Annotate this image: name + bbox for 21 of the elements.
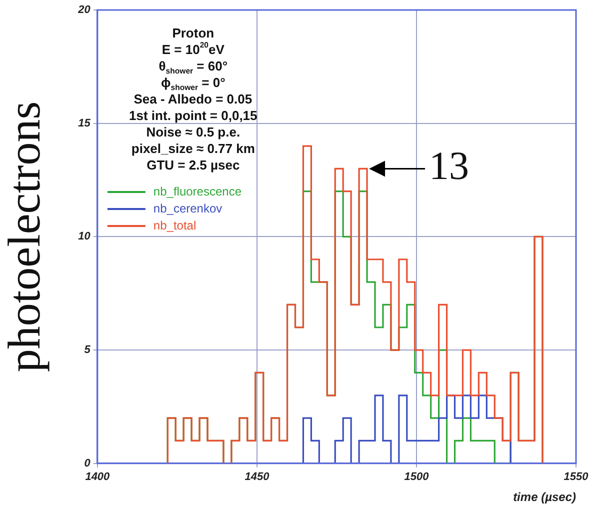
annotation: Proton: [172, 26, 214, 41]
annotation: 1st int. point = 0,0,15: [129, 108, 258, 124]
legend-label: nb_fluorescence: [153, 184, 242, 198]
y-axis-title: photoelectrons: [0, 101, 50, 372]
x-tick-label: 1400: [85, 471, 111, 484]
legend-label: nb_total: [153, 218, 196, 232]
y-tick-label: 20: [77, 4, 92, 16]
annotation: Noise ≈ 0.5 p.e.: [146, 124, 240, 140]
annotation: Sea - Albedo = 0.05: [134, 92, 252, 107]
y-tick-label: 0: [84, 457, 92, 470]
annotation: pixel_size ≈ 0.77 km: [131, 141, 255, 156]
x-tick-label: 1500: [404, 471, 430, 484]
x-tick-label: 1550: [564, 471, 590, 484]
y-tick-label: 5: [84, 344, 92, 356]
x-axis-title: time (µsec): [513, 490, 576, 504]
y-tick-label: 15: [78, 117, 92, 130]
annotation: 13: [429, 143, 470, 188]
x-tick-label: 1450: [244, 471, 270, 484]
legend-label: nb_cerenkov: [153, 201, 222, 216]
annotation: GTU = 2.5 µsec: [146, 158, 240, 173]
y-tick-label: 10: [78, 230, 92, 243]
